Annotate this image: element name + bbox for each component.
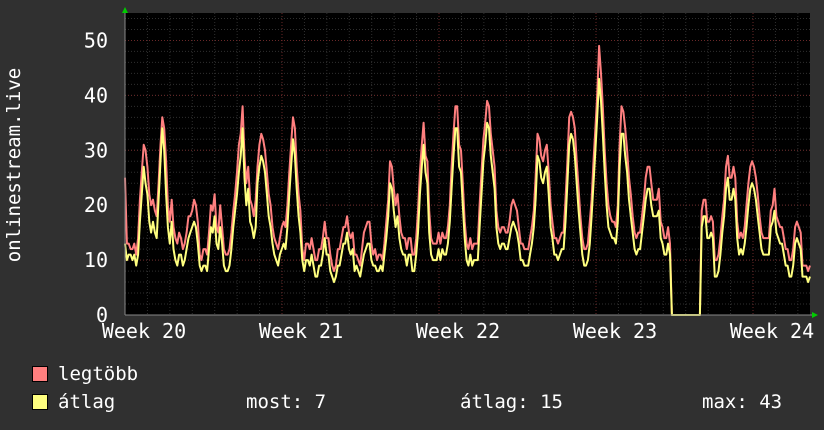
x-tick-label: Week 20: [102, 319, 186, 343]
chart: 0 10 20 30 40 50 Week 20 Week 21 Week 22 Week 23 W…: [3, 7, 818, 343]
y-tick-label: 40: [84, 83, 108, 107]
legend-label-avg: átlag: [58, 391, 116, 413]
stat-average: átlag: 15: [460, 391, 563, 413]
legend-item-avg: átlag most: 7 átlag: 15 max: 43: [32, 391, 812, 413]
legend-swatch-max: [32, 366, 48, 382]
stat-current: most: 7: [246, 391, 327, 413]
y-tick-label: 10: [84, 248, 108, 272]
x-tick-label: Week 22: [416, 319, 500, 343]
x-axis-arrow: [812, 312, 818, 318]
y-tick-label: 50: [84, 28, 108, 52]
y-axis-arrow: [122, 7, 128, 13]
stat-max: max: 43: [702, 391, 783, 413]
x-tick-label: Week 24: [730, 319, 814, 343]
y-axis-label: onlinestream.live: [3, 68, 25, 262]
x-tick-label: Week 21: [259, 319, 343, 343]
x-tick-label: Week 23: [573, 319, 657, 343]
legend-swatch-avg: [32, 394, 48, 410]
y-tick-label: 0: [96, 303, 108, 327]
legend-label-max: legtöbb: [58, 363, 139, 385]
y-tick-label: 30: [84, 138, 108, 162]
y-tick-label: 20: [84, 193, 108, 217]
